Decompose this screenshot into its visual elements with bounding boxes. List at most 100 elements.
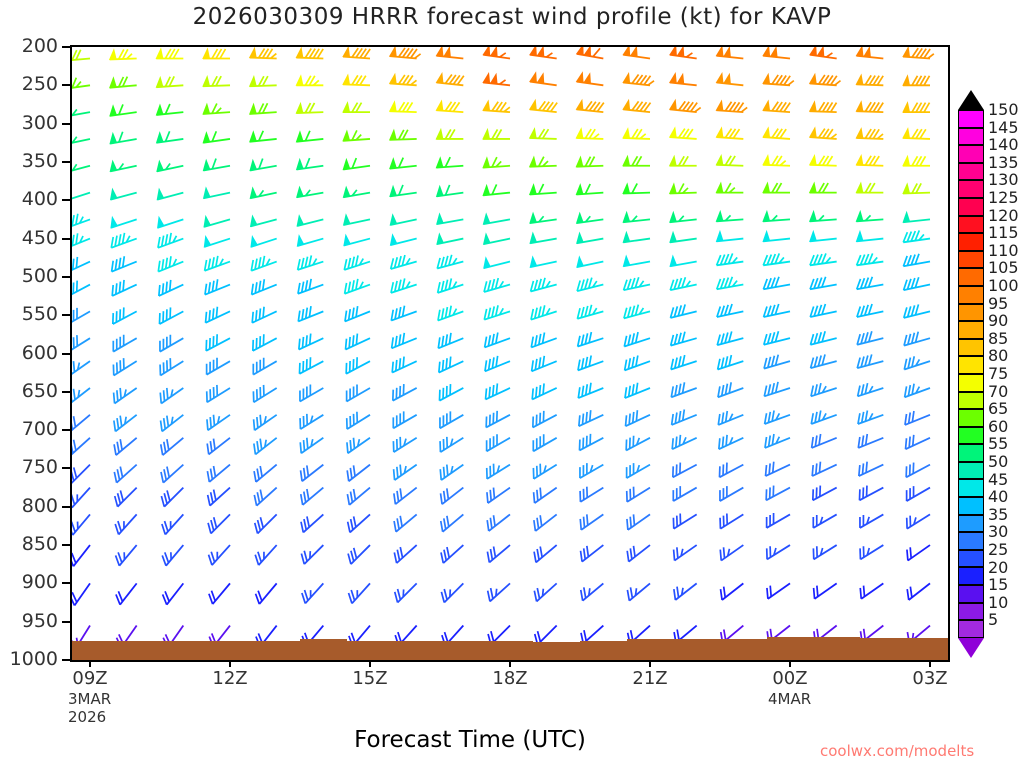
wind-barb (295, 101, 324, 114)
wind-barb (296, 214, 324, 227)
wind-barb (300, 544, 324, 565)
wind-barb (109, 159, 137, 173)
wind-barb (72, 486, 91, 509)
wind-barb (205, 334, 231, 352)
wind-barb (626, 544, 651, 563)
wind-barb (902, 230, 931, 244)
wind-barb (717, 410, 744, 426)
y-axis-label: 250 (21, 73, 58, 96)
wind-barb (486, 513, 511, 532)
wind-barb (529, 71, 557, 87)
colorbar-segment (958, 549, 984, 568)
wind-barb (161, 544, 185, 567)
colorbar-tick-label: 5 (988, 610, 999, 630)
colorbar-segment (958, 373, 984, 392)
wind-barb (762, 72, 795, 87)
wind-barb (347, 544, 371, 565)
wind-barb (808, 126, 838, 140)
wind-barb (436, 254, 464, 270)
wind-barb (109, 104, 137, 117)
wind-barb (809, 253, 837, 267)
wind-barb (160, 463, 184, 484)
wind-barb (346, 513, 371, 534)
y-axis-tick (62, 544, 70, 547)
wind-barb (529, 211, 557, 225)
y-axis-tick (62, 505, 70, 508)
colorbar-segment (958, 197, 984, 216)
wind-barb (762, 181, 790, 194)
wind-barb (342, 129, 371, 142)
colorbar-tick-label: 135 (988, 152, 1019, 172)
wind-barb (202, 102, 231, 115)
x-axis-label: 09Z (72, 668, 108, 689)
colorbar-segment (958, 391, 984, 410)
wind-barb (206, 414, 231, 432)
wind-barb (575, 183, 604, 196)
wind-barb (528, 155, 557, 168)
colorbar-segment (958, 127, 984, 146)
wind-barb (343, 233, 371, 247)
wind-barb (390, 332, 418, 350)
wind-barb (855, 127, 884, 140)
wind-barb (856, 331, 884, 346)
wind-barb (342, 101, 370, 114)
wind-barb (717, 382, 744, 399)
wind-barb (389, 184, 417, 198)
y-axis-label: 200 (21, 35, 58, 57)
terrain-segment (906, 637, 948, 660)
wind-barb (622, 276, 651, 292)
wind-barb (716, 331, 744, 347)
x-axis-label: 12Z (212, 668, 248, 689)
wind-barb (155, 47, 184, 60)
wind-barb (72, 136, 91, 144)
wind-barb (905, 486, 931, 502)
y-axis-label: 1000 (9, 648, 58, 670)
wind-barb (345, 411, 371, 430)
wind-barb (440, 582, 464, 604)
wind-barb (856, 382, 884, 398)
wind-barb (483, 305, 511, 321)
wind-barb (578, 410, 604, 428)
wind-barb (113, 437, 138, 456)
colorbar-tick-label: 30 (988, 522, 1009, 542)
wind-barb (670, 382, 697, 399)
wind-barb (297, 305, 324, 323)
wind-barb (296, 255, 324, 271)
wind-barb (575, 98, 605, 114)
y-axis-label: 900 (21, 571, 58, 594)
wind-barb (855, 209, 884, 223)
wind-barb (157, 232, 184, 249)
wind-barb (202, 75, 231, 88)
wind-barb (577, 382, 604, 399)
wind-barb (855, 181, 884, 194)
wind-barb (855, 73, 884, 87)
credit-link[interactable]: coolwx.com/modelts (820, 742, 975, 760)
colorbar-tick-label: 45 (988, 469, 1009, 489)
wind-barb (578, 433, 604, 452)
wind-barb (159, 437, 184, 456)
wind-barb (482, 212, 511, 225)
wind-barb (529, 277, 557, 293)
wind-barb (810, 433, 838, 449)
wind-barb (485, 410, 511, 429)
wind-barb (436, 212, 464, 225)
wind-barb (345, 357, 371, 375)
wind-barb (626, 582, 651, 602)
wind-barb (159, 358, 184, 377)
wind-barb (625, 463, 651, 479)
wind-barb (72, 163, 91, 172)
wind-profile-plot (70, 45, 950, 662)
wind-barb (810, 410, 837, 425)
wind-barb (295, 74, 324, 87)
colorbar-tick-label: 15 (988, 575, 1009, 595)
wind-barb (254, 582, 278, 605)
wind-barb (252, 357, 278, 376)
wind-barb (161, 513, 184, 536)
wind-barb (299, 384, 324, 403)
wind-barb (253, 486, 278, 507)
y-axis-tick (62, 199, 70, 202)
y-axis-label: 350 (21, 149, 58, 172)
wind-barb (902, 276, 931, 292)
wind-barb (435, 184, 464, 198)
wind-barb (904, 434, 931, 451)
